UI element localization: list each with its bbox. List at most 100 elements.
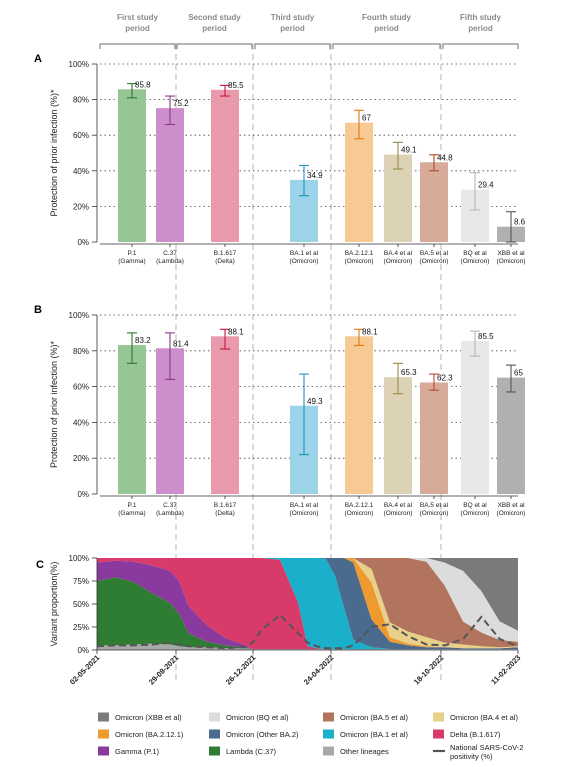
legend-label: Omicron (Other BA.2) xyxy=(226,730,299,739)
data-label: 75.2 xyxy=(173,99,189,108)
area-xbb xyxy=(97,558,518,631)
y-tick-label: 20% xyxy=(73,454,89,463)
legend-label: Omicron (BA.2.12.1) xyxy=(115,730,184,739)
legend-swatch xyxy=(209,712,220,722)
period-label: period xyxy=(374,24,399,33)
category-label: (Lambda) xyxy=(156,258,184,265)
data-label: 67 xyxy=(362,114,371,123)
legend-swatch xyxy=(209,746,220,756)
period-bracket xyxy=(99,43,176,49)
period-label: period xyxy=(202,24,227,33)
bar xyxy=(497,377,525,494)
period-label: Fourth study xyxy=(362,13,411,22)
panel-c-area-chart: C 0% 25% 50% 75% 100% Variant proportion(%) 02-… xyxy=(36,554,522,687)
category-label: (Omicron) xyxy=(345,510,374,517)
legend-label: Other lineages xyxy=(340,747,389,756)
data-label: 49.1 xyxy=(401,146,417,155)
y-tick-label: 75% xyxy=(73,577,89,586)
period-label: Second study xyxy=(188,13,241,22)
category-label: BA.5 et al xyxy=(420,502,449,509)
category-label: B.1.617 xyxy=(214,502,237,509)
legend-swatch xyxy=(98,712,109,722)
bar xyxy=(420,382,448,494)
study-period-headers: First study period Second study period Third… xyxy=(99,13,519,49)
legend-label: Omicron (XBB et al) xyxy=(115,713,182,722)
y-axis-label: Variant proportion(%) xyxy=(49,562,59,647)
y-tick-label: 100% xyxy=(69,60,89,69)
y-tick-label: 40% xyxy=(73,167,89,176)
data-label: 85.5 xyxy=(228,81,244,90)
category-label: XBB et al xyxy=(497,250,525,257)
period-bracket xyxy=(332,43,441,49)
y-tick-label: 25% xyxy=(73,623,89,632)
bar xyxy=(156,108,184,242)
positivity-line xyxy=(96,613,519,650)
category-label: (Omicron) xyxy=(290,258,319,265)
category-label: (Delta) xyxy=(215,258,235,265)
category-label: (Omicron) xyxy=(420,258,449,265)
legend-swatch xyxy=(98,746,109,756)
bar xyxy=(345,122,373,242)
legend-label: Omicron (BA.4 et al) xyxy=(450,713,518,722)
legend: Omicron (XBB et al) Omicron (BQ et al) Omi… xyxy=(98,712,523,761)
bar xyxy=(118,89,146,242)
category-label: BA.1 et al xyxy=(290,502,319,509)
area-delta xyxy=(97,558,518,650)
y-tick-label: 20% xyxy=(73,202,89,211)
category-label: (Omicron) xyxy=(420,510,449,517)
period-bracket xyxy=(176,43,253,49)
x-tick-label: 02-05-2021 xyxy=(68,653,101,686)
category-label: BA.1 et al xyxy=(290,250,319,257)
x-tick-label: 11-02-2023 xyxy=(489,653,522,686)
data-label: 65 xyxy=(514,369,523,378)
period-label: First study xyxy=(117,13,158,22)
y-tick-label: 0% xyxy=(77,238,89,247)
category-label: (Delta) xyxy=(215,510,235,517)
bar xyxy=(461,340,489,494)
category-label: (Omicron) xyxy=(384,258,413,265)
legend-swatch xyxy=(433,729,444,739)
y-tick-label: 80% xyxy=(73,96,89,105)
data-label: 62.3 xyxy=(437,373,453,382)
legend-swatch xyxy=(323,729,334,739)
legend-label: National SARS-CoV-2 xyxy=(450,743,523,752)
data-label: 83.2 xyxy=(135,336,151,345)
period-bracket xyxy=(254,43,331,49)
panel-letter: A xyxy=(34,53,42,65)
category-label: (Omicron) xyxy=(345,258,374,265)
category-label: (Omicron) xyxy=(290,510,319,517)
period-label: period xyxy=(125,24,150,33)
y-tick-label: 80% xyxy=(73,347,89,356)
data-label: 81.4 xyxy=(173,339,189,348)
x-tick-label: 26-12-2021 xyxy=(224,653,257,686)
y-axis-label: Protection of prior infection (%)* xyxy=(49,340,59,468)
category-label: (Omicron) xyxy=(384,510,413,517)
y-tick-label: 0% xyxy=(77,646,89,655)
x-tick-label: 24-04-2022 xyxy=(302,653,335,686)
legend-swatch xyxy=(323,746,334,756)
bar xyxy=(384,377,412,494)
legend-swatch xyxy=(323,712,334,722)
area-gamma xyxy=(97,560,518,650)
legend-label: Delta (B.1.617) xyxy=(450,730,501,739)
legend-label: Lambda (C.37) xyxy=(226,747,277,756)
category-label: BA.4 et al xyxy=(384,502,413,509)
legend-swatch xyxy=(209,729,220,739)
legend-label: Omicron (BA.5 et al) xyxy=(340,713,408,722)
bar xyxy=(345,336,373,494)
panel-letter: B xyxy=(34,304,42,316)
period-label: Third study xyxy=(271,13,315,22)
category-label: (Omicron) xyxy=(461,510,490,517)
legend-swatch xyxy=(433,712,444,722)
category-label: XBB et al xyxy=(497,502,525,509)
data-label: 44.8 xyxy=(437,153,453,162)
category-label: P.1 xyxy=(128,502,137,509)
x-tick-label: 29-08-2021 xyxy=(147,653,180,686)
y-axis-label: Protection of prior infection (%)* xyxy=(49,89,59,217)
category-label: (Omicron) xyxy=(497,258,526,265)
category-label: (Gamma) xyxy=(118,258,145,265)
period-bracket xyxy=(442,43,519,49)
category-label: BA.2.12.1 xyxy=(345,250,374,257)
data-label: 85.8 xyxy=(135,80,151,89)
